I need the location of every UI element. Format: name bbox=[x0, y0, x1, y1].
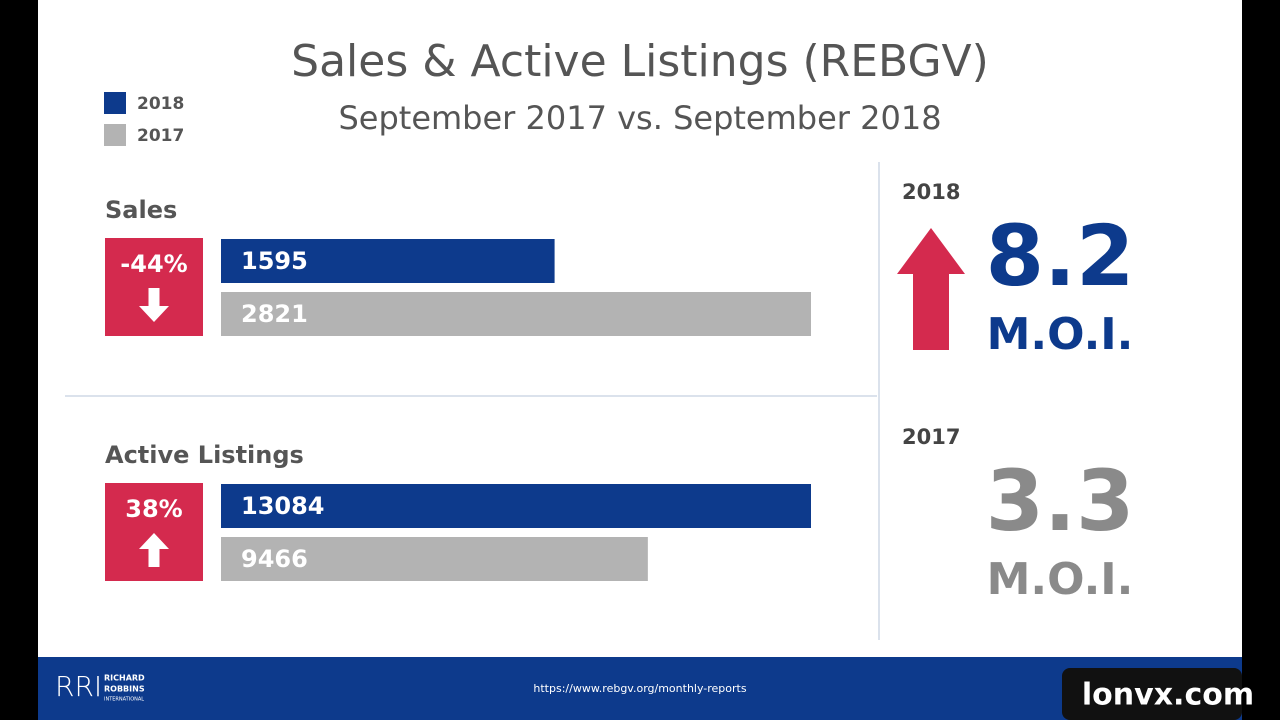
change-arrow bbox=[139, 288, 169, 322]
moi-label: M.O.I. bbox=[987, 309, 1134, 360]
bar bbox=[221, 484, 811, 528]
moi-year: 2018 bbox=[902, 180, 960, 204]
moi-value: 8.2 bbox=[986, 207, 1135, 305]
change-label: -44% bbox=[120, 250, 187, 278]
title: Sales & Active Listings (REBGV) bbox=[291, 36, 989, 87]
bar-value: 13084 bbox=[241, 492, 325, 520]
change-label: 38% bbox=[125, 495, 182, 523]
watermark: lonvx.com bbox=[1082, 678, 1254, 713]
legend-label: 2018 bbox=[137, 94, 184, 114]
chart-title: Active Listings bbox=[105, 441, 304, 469]
bar-value: 9466 bbox=[241, 545, 308, 573]
legend-swatch bbox=[104, 92, 126, 114]
bar bbox=[221, 239, 555, 283]
change-arrow bbox=[139, 533, 169, 567]
moi-label: M.O.I. bbox=[987, 554, 1134, 605]
bar bbox=[221, 292, 811, 336]
bar bbox=[221, 537, 648, 581]
bar-value: 1595 bbox=[241, 247, 308, 275]
subtitle: September 2017 vs. September 2018 bbox=[338, 99, 941, 137]
legend-label: 2017 bbox=[137, 126, 184, 146]
chart-title: Sales bbox=[105, 196, 177, 224]
footer-bar bbox=[38, 657, 1242, 720]
logo-text: ROBBINS bbox=[104, 685, 145, 694]
legend-swatch bbox=[104, 124, 126, 146]
moi-arrow bbox=[897, 228, 965, 350]
moi-value: 3.3 bbox=[986, 452, 1135, 550]
logo-text: INTERNATIONAL bbox=[104, 697, 144, 703]
watermark-bg bbox=[1062, 668, 1242, 720]
source-url: https://www.rebgv.org/monthly-reports bbox=[533, 682, 746, 695]
bar-value: 2821 bbox=[241, 300, 308, 328]
moi-year: 2017 bbox=[902, 425, 960, 449]
logo-mark: RRI bbox=[55, 670, 102, 703]
logo-text: RICHARD bbox=[104, 674, 145, 683]
